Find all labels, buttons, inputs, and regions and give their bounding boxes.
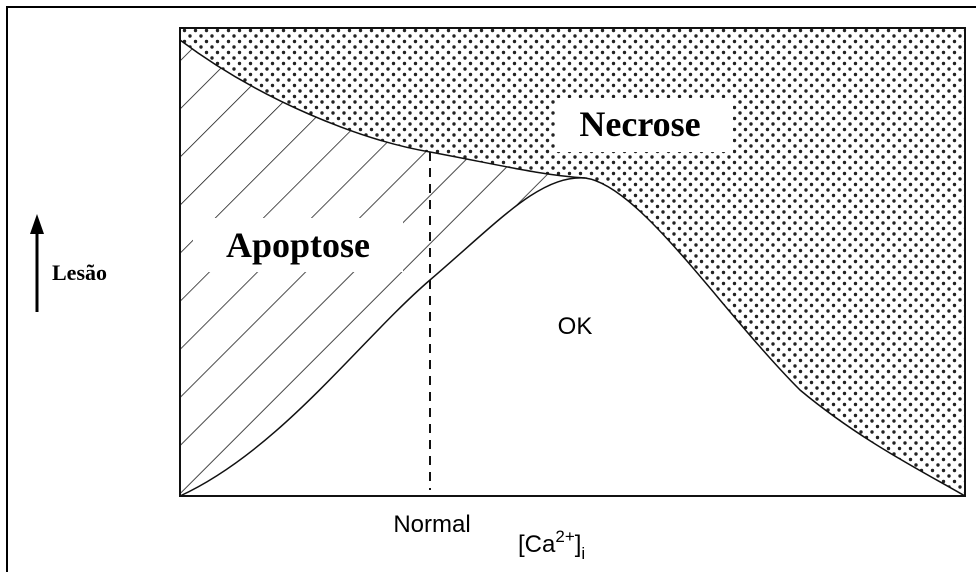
ok-label: OK <box>558 313 593 340</box>
ok-region <box>180 177 965 497</box>
frame <box>6 6 976 572</box>
x-axis-label: [Ca2+]i <box>518 527 585 563</box>
x-axis-sub: i <box>581 544 585 563</box>
necrose-label: Necrose <box>579 104 700 144</box>
label-box <box>193 218 403 272</box>
x-axis-main: [Ca <box>518 531 556 558</box>
upper-curve <box>179 39 586 179</box>
y-axis-label: Lesão <box>52 260 107 285</box>
arrow-head <box>30 214 44 234</box>
lower-curve <box>179 177 966 497</box>
apoptose-label: Apoptose <box>226 225 370 265</box>
label-box <box>555 98 733 152</box>
x-axis-sup: 2+ <box>555 527 574 546</box>
normal-label: Normal <box>393 511 470 538</box>
plot-border <box>179 27 966 497</box>
x-axis-close: ] <box>575 531 582 558</box>
